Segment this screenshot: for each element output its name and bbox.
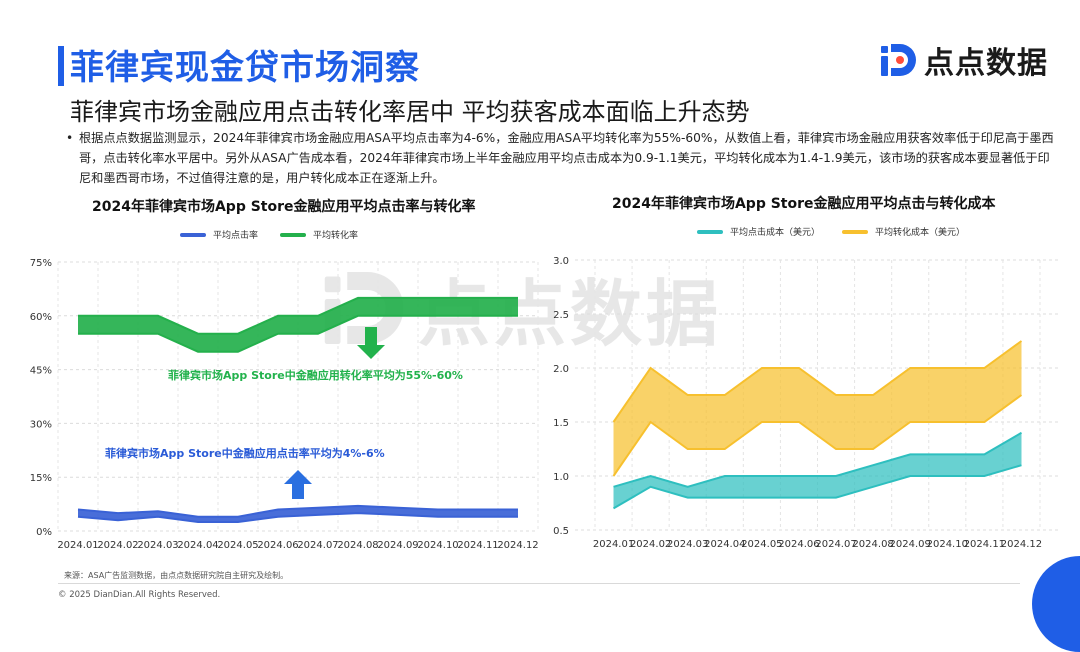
y-tick-label: 1.0: [553, 472, 569, 483]
bullet-marker: •: [66, 131, 74, 145]
y-tick-label: 1.5: [553, 418, 569, 429]
series-band: [613, 341, 1022, 476]
x-tick-label: 2024.11: [964, 539, 1005, 550]
y-tick-label: 60%: [30, 312, 52, 323]
x-tick-label: 2024.04: [704, 539, 745, 550]
source-note: 来源：ASA广告监测数据，由点点数据研究院自主研究及绘制。: [64, 571, 289, 580]
summary-text: 根据点点数据监测显示，2024年菲律宾市场金融应用ASA平均点击率为4-6%，金…: [79, 131, 1054, 185]
x-tick-label: 2024.09: [377, 540, 418, 551]
y-tick-label: 45%: [30, 366, 52, 377]
y-tick-label: 3.0: [553, 256, 569, 267]
x-tick-label: 2024.02: [630, 539, 671, 550]
series-line-low: [612, 464, 1022, 510]
x-tick-label: 2024.03: [667, 539, 708, 550]
chart1-title: 2024年菲律宾市场App Store金融应用平均点击率与转化率: [92, 199, 476, 215]
legend-swatch-cvr: [280, 232, 307, 237]
x-tick-label: 2024.09: [890, 539, 931, 550]
series-line-low: [78, 314, 518, 353]
y-tick-label: 2.0: [553, 364, 569, 375]
x-tick-label: 2024.10: [417, 540, 458, 551]
legend-label-cpc: 平均点击成本（美元）: [730, 228, 821, 238]
summary-bullet: • 根据点点数据监测显示，2024年菲律宾市场金融应用ASA平均点击率为4-6%…: [66, 128, 1056, 188]
legend-item-cvr: 平均转化率: [280, 228, 358, 241]
series-line-high: [78, 296, 518, 335]
x-tick-label: 2024.03: [137, 540, 178, 551]
series-line-high: [613, 431, 1023, 488]
x-tick-label: 2024.11: [457, 540, 498, 551]
series-line-low: [612, 394, 1023, 477]
page-subtitle: 菲律宾市场金融应用点击转化率居中 平均获客成本面临上升态势: [70, 98, 750, 126]
x-tick-label: 2024.02: [97, 540, 138, 551]
arrow-down-icon: [357, 327, 385, 359]
x-tick-label: 2024.10: [927, 539, 968, 550]
legend-item-ctr: 平均点击率: [180, 228, 258, 241]
x-tick-label: 2024.08: [337, 540, 378, 551]
x-tick-label: 2024.08: [852, 539, 893, 550]
x-tick-label: 2024.12: [1001, 539, 1042, 550]
legend-swatch-cpa: [842, 229, 869, 234]
y-tick-label: 2.5: [553, 310, 569, 321]
footer-divider: [58, 583, 1020, 584]
series-line-high: [77, 504, 518, 518]
x-tick-label: 2024.01: [57, 540, 98, 551]
y-tick-label: 0.5: [553, 526, 569, 537]
series-band: [78, 297, 518, 352]
arrow-up-icon: [284, 470, 312, 499]
chart2-legend: 平均点击成本（美元） 平均转化成本（美元）: [697, 225, 987, 238]
x-tick-label: 2024.06: [778, 539, 819, 550]
series-line-low: [77, 512, 518, 523]
legend-swatch-ctr: [180, 232, 206, 237]
legend-item-cpa: 平均转化成本（美元）: [842, 225, 965, 238]
copyright: © 2025 DianDian.All Rights Reserved.: [58, 590, 221, 600]
legend-label-ctr: 平均点击率: [213, 231, 259, 241]
y-tick-label: 15%: [30, 473, 52, 484]
y-tick-label: 75%: [30, 258, 52, 269]
diandian-logo-icon: [881, 44, 916, 76]
y-tick-label: 30%: [30, 419, 52, 430]
x-tick-label: 2024.07: [815, 539, 856, 550]
chart1-legend: 平均点击率 平均转化率: [180, 228, 380, 241]
logo-text: 点点数据: [924, 46, 1048, 81]
legend-item-cpc: 平均点击成本（美元）: [697, 225, 820, 238]
y-tick-label: 0%: [36, 527, 52, 538]
x-tick-label: 2024.07: [297, 540, 338, 551]
series-band: [78, 505, 518, 522]
x-tick-label: 2024.04: [177, 540, 218, 551]
x-tick-label: 2024.06: [257, 540, 298, 551]
legend-label-cvr: 平均转化率: [313, 231, 359, 241]
page-title: 菲律宾现金贷市场洞察: [70, 48, 420, 88]
legend-swatch-cpc: [697, 229, 723, 234]
legend-label-cpa: 平均转化成本（美元）: [875, 228, 966, 238]
x-tick-label: 2024.01: [593, 539, 634, 550]
x-tick-label: 2024.05: [741, 539, 782, 550]
chart1-ctr-cvr: 0%15%30%45%60%75%2024.012024.022024.0320…: [30, 256, 1060, 551]
series-band: [613, 432, 1022, 509]
cvr-annotation: 菲律宾市场App Store中金融应用转化率平均为55%-60%: [168, 369, 463, 382]
x-tick-label: 2024.12: [497, 540, 538, 551]
series-line-high: [612, 340, 1023, 423]
title-accent-bar: [58, 46, 64, 86]
x-tick-label: 2024.05: [217, 540, 258, 551]
ctr-annotation: 菲律宾市场App Store中金融应用点击率平均为4%-6%: [105, 447, 385, 460]
brand-logo: 点点数据: [878, 38, 1048, 82]
chart2-title: 2024年菲律宾市场App Store金融应用平均点击与转化成本: [612, 196, 996, 212]
